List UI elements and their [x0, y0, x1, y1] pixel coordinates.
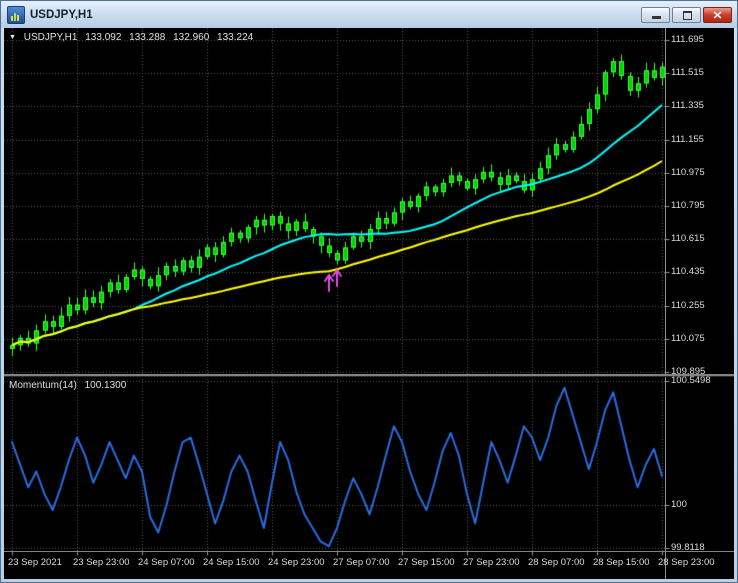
momentum-label: Momentum(14) [9, 380, 77, 391]
symbol-dropdown-icon: ▼ [9, 34, 16, 41]
overlay-low: 132.960 [173, 32, 210, 43]
maximize-button[interactable] [672, 6, 701, 23]
overlay-symbol: USDJPY,H1 [23, 32, 78, 43]
minimize-icon [652, 15, 661, 19]
maximize-icon [683, 10, 692, 20]
minimize-button[interactable] [641, 6, 670, 23]
price-axis-divider[interactable] [665, 28, 666, 579]
app-icon[interactable] [7, 5, 25, 24]
title-bar[interactable]: USDJPY,H1 [1, 1, 737, 28]
panel-separator[interactable] [4, 374, 734, 377]
chart-canvas[interactable] [4, 28, 734, 579]
window-controls [641, 6, 732, 23]
chart-ohlc-overlay: ▼ USDJPY,H1 133.092 133.288 132.960 133.… [9, 32, 258, 43]
time-axis-divider [4, 551, 734, 552]
momentum-value: 100.1300 [84, 380, 127, 391]
overlay-open: 133.092 [85, 32, 122, 43]
close-button[interactable] [703, 6, 732, 23]
window-title: USDJPY,H1 [30, 8, 93, 21]
momentum-overlay: Momentum(14) 100.1300 [9, 380, 131, 391]
close-icon [704, 8, 731, 22]
overlay-close: 133.224 [217, 32, 254, 43]
overlay-high: 133.288 [129, 32, 166, 43]
chart-client-area: 111.695 111.515 111.335 111.155 110.975 110.7… [4, 28, 734, 579]
